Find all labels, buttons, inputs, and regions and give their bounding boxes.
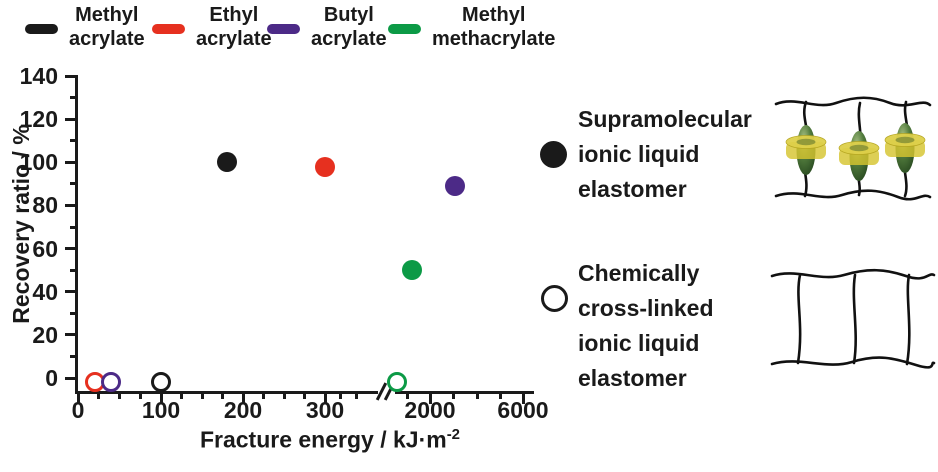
legend-item-label: Butyl acrylate	[311, 3, 387, 51]
x-axis-major-tick	[241, 393, 245, 404]
data-point-butyl-acrylate-open	[101, 372, 122, 392]
y-axis-major-tick	[65, 160, 76, 164]
filled-circle-icon	[540, 141, 567, 168]
y-axis-tick-label: 120	[19, 106, 58, 133]
y-axis-major-tick	[65, 333, 76, 337]
legend-label-crosslinked: Chemically cross-linked ionic liquid ela…	[578, 256, 714, 396]
y-axis-tick-label: 100	[19, 149, 58, 176]
y-axis-major-tick	[65, 117, 76, 121]
y-axis-tick-label: 60	[32, 235, 58, 262]
x-axis-minor-tick	[451, 393, 455, 399]
y-axis-minor-tick	[70, 268, 76, 272]
data-point-butyl-acrylate-filled	[445, 176, 466, 196]
y-axis-minor-tick	[70, 182, 76, 186]
data-point-methyl-acrylate-open	[151, 372, 171, 392]
x-axis-minor-tick	[405, 393, 409, 399]
legend-item-label: Methyl acrylate	[69, 3, 145, 51]
legend-swatch-icon	[152, 24, 185, 34]
legend-label-line: Methyl	[462, 4, 526, 26]
y-axis-tick-label: 40	[32, 278, 58, 305]
legend-item-label: Methyl methacrylate	[432, 3, 555, 51]
legend-label-supramolecular: Supramolecular ionic liquid elastomer	[578, 102, 752, 207]
legend-swatch-icon	[25, 24, 58, 34]
y-axis-major-tick	[65, 376, 76, 380]
legend-item-methyl-acrylate: Methyl acrylate	[25, 3, 145, 51]
x-axis-major-tick	[428, 393, 432, 404]
x-axis-minor-tick	[97, 393, 101, 399]
y-axis-tick-label: 140	[19, 63, 58, 89]
host-guest-crosslink-icon	[785, 123, 926, 181]
y-axis-minor-tick	[70, 311, 76, 315]
x-axis-title-text: Fracture energy / kJ·m	[199, 426, 447, 453]
x-axis-tick-label: 2000	[404, 397, 456, 423]
x-axis-major-tick	[159, 393, 163, 404]
x-axis-major-tick	[521, 393, 525, 404]
x-axis-minor-tick	[200, 393, 204, 399]
legend-line: Chemically	[578, 260, 700, 286]
legend-swatch-icon	[267, 24, 300, 34]
y-axis-tick-label: 0	[45, 365, 58, 391]
x-axis-spine	[75, 391, 534, 394]
legend-label-line: Ethyl	[209, 4, 259, 26]
legend-label-line: acrylate	[311, 28, 387, 50]
polymer-chains	[770, 268, 936, 369]
legend-line: elastomer	[578, 365, 687, 391]
x-axis-minor-tick	[138, 393, 142, 399]
crosslinked-network-illustration	[770, 268, 936, 369]
open-circle-icon	[541, 285, 568, 312]
x-axis-title-superscript: -2	[446, 426, 461, 443]
x-axis-minor-tick	[475, 393, 479, 399]
x-axis-minor-tick	[339, 393, 342, 399]
data-point-methyl-methacrylate-open	[387, 372, 407, 392]
legend-label-line: Butyl	[323, 4, 374, 26]
y-axis-tick-label: 20	[32, 321, 58, 348]
legend-label-line: methacrylate	[432, 28, 556, 50]
y-axis-major-tick	[65, 74, 76, 78]
supramolecular-network-illustration	[774, 96, 932, 201]
y-axis-spine	[75, 75, 78, 394]
y-axis-minor-tick	[70, 139, 76, 143]
legend-line: cross-linked	[578, 295, 714, 321]
x-axis-minor-tick	[282, 393, 286, 399]
data-point-methyl-acrylate-filled	[216, 152, 237, 173]
data-point-methyl-methacrylate-filled	[401, 260, 422, 281]
x-axis-title: Fracture energy / kJ·m-2	[150, 426, 510, 454]
x-axis-minor-tick	[221, 393, 224, 399]
x-axis-minor-tick	[303, 393, 306, 399]
y-axis-minor-tick	[70, 96, 76, 100]
x-axis-minor-tick	[354, 393, 358, 399]
legend-line: elastomer	[578, 176, 687, 202]
x-axis-tick-label: 0	[71, 397, 85, 423]
legend-item-ethyl-acrylate: Ethyl acrylate	[152, 3, 272, 51]
data-point-ethyl-acrylate-filled	[315, 156, 335, 177]
y-axis-major-tick	[65, 203, 76, 207]
x-axis-tick-label: 100	[141, 397, 181, 423]
x-axis-major-tick	[76, 393, 80, 404]
legend-label-line: acrylate	[69, 28, 145, 50]
x-axis-minor-tick	[180, 393, 183, 399]
legend-label-line: acrylate	[196, 28, 272, 50]
y-axis-tick-label: 80	[32, 192, 58, 219]
x-axis-minor-tick	[118, 393, 121, 399]
legend-line: ionic liquid	[578, 330, 700, 356]
x-axis-minor-tick	[262, 393, 265, 399]
y-axis-major-tick	[65, 247, 76, 251]
y-axis-major-tick	[65, 290, 76, 294]
legend-item-methyl-methacrylate: Methyl methacrylate	[388, 3, 555, 51]
x-axis-minor-tick	[498, 393, 502, 399]
y-axis-minor-tick	[70, 354, 76, 358]
legend-label-line: Methyl	[75, 4, 139, 26]
legend-item-butyl-acrylate: Butyl acrylate	[267, 3, 387, 51]
x-axis-tick-label: 300	[305, 397, 345, 423]
x-axis-tick-label: 6000	[497, 397, 549, 423]
legend-line: Supramolecular	[578, 106, 752, 132]
y-axis-minor-tick	[70, 225, 76, 229]
legend-swatch-icon	[388, 24, 421, 34]
legend-line: ionic liquid	[578, 141, 700, 167]
x-axis-major-tick	[323, 393, 327, 404]
x-axis-tick-label: 200	[223, 397, 263, 423]
legend-item-label: Ethyl acrylate	[196, 3, 272, 51]
